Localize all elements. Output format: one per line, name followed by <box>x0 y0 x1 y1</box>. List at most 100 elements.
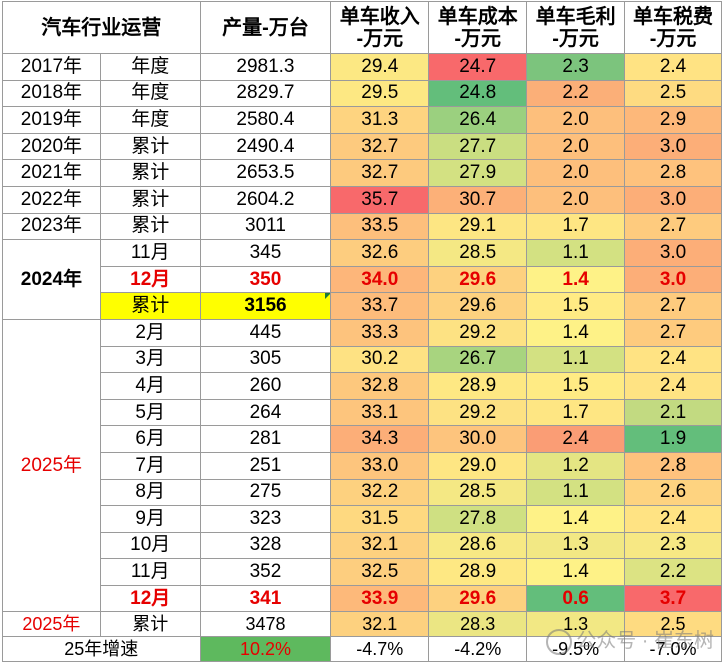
margin-cell: 2.2 <box>526 79 626 108</box>
margin-cell: 1.7 <box>526 212 626 241</box>
period-cell: 11月 <box>99 558 201 586</box>
cost-cell: 29.6 <box>428 584 528 613</box>
margin-cell: 2.0 <box>526 159 626 187</box>
tax-cell: 2.7 <box>624 292 722 320</box>
margin-cell: 1.1 <box>526 478 626 507</box>
year-cell: 2019年 <box>2 106 101 134</box>
margin-cell: 1.4 <box>526 558 626 586</box>
rev-cell: 33.9 <box>330 584 430 613</box>
table-row: 11月 352 32.5 28.9 1.4 2.2 <box>3 558 722 586</box>
margin-cell: 2.0 <box>526 106 626 134</box>
rev-cell: 33.1 <box>330 398 430 427</box>
tax-cell: 2.1 <box>624 398 722 427</box>
tax-cell: 2.7 <box>624 212 722 241</box>
margin-cell: 1.4 <box>526 265 626 294</box>
cost-cell: 26.4 <box>428 106 528 134</box>
cost-cell: 30.0 <box>428 425 528 453</box>
rev-cell: 33.7 <box>330 292 430 320</box>
rev-cell: 32.1 <box>330 531 430 560</box>
header-margin: 单车毛利 -万元 <box>526 1 626 54</box>
table-row: 9月 323 31.5 27.8 1.4 2.4 <box>3 505 722 533</box>
margin-cell: 1.1 <box>526 239 626 267</box>
cost-cell: 24.7 <box>428 53 528 81</box>
rev-cell: 30.2 <box>330 345 430 374</box>
period-cell: 4月 <box>99 372 201 400</box>
rev-cell: 32.7 <box>330 159 430 187</box>
margin-cell: 0.6 <box>526 584 626 613</box>
cost-cell: 28.3 <box>428 611 528 638</box>
cost-cell: 28.9 <box>428 558 528 586</box>
rev-cell: 31.5 <box>330 505 430 533</box>
table-row: 10月 328 32.1 28.6 1.3 2.3 <box>3 531 722 560</box>
year-cell: 2023年 <box>2 212 101 241</box>
year-cell: 2025年 <box>2 611 101 638</box>
margin-cell: 2.0 <box>526 132 626 161</box>
production-cell: 341 <box>199 584 332 613</box>
cost-cell: 27.8 <box>428 505 528 533</box>
period-cell: 累计 <box>99 212 201 241</box>
table-row: 2021年 累计 2653.5 32.7 27.9 2.0 2.8 <box>2 159 722 187</box>
production-cell: 350 <box>199 265 332 294</box>
rev-cell: 35.7 <box>330 185 430 214</box>
rev-cell: 34.3 <box>330 425 430 453</box>
period-cell: 3月 <box>99 345 201 374</box>
rev-cell: 32.1 <box>330 611 430 638</box>
production-cell: 2653.5 <box>199 159 332 187</box>
table-row: 12月 341 33.9 29.6 0.6 3.7 <box>3 584 722 613</box>
production-cell: 352 <box>199 558 332 586</box>
rev-cell: 32.8 <box>330 372 430 400</box>
production-cell: 2829.7 <box>199 79 332 108</box>
period-cell: 11月 <box>99 239 201 267</box>
table-row: 2025年 2月 445 33.3 29.2 1.4 2.7 <box>2 318 722 613</box>
margin-cell: 1.2 <box>526 451 626 480</box>
period-cell: 累计 <box>99 611 201 638</box>
year-cell: 2024年 <box>2 239 101 320</box>
cost-cell: 27.9 <box>428 159 528 187</box>
period-cell: 累计 <box>99 132 201 161</box>
period-cell: 6月 <box>99 425 201 453</box>
period-cell: 累计 <box>99 185 201 214</box>
header-tax: 单车税费 -万元 <box>624 1 722 54</box>
year-cell: 2025年 <box>2 318 101 613</box>
rev-cell: 33.5 <box>330 212 430 241</box>
table-row: 4月 260 32.8 28.9 1.5 2.4 <box>3 372 722 400</box>
tax-cell: 2.7 <box>624 318 722 347</box>
cost-cell: 29.1 <box>428 212 528 241</box>
rev-cell: 32.5 <box>330 558 430 586</box>
table-row: 2018年 年度 2829.7 29.5 24.8 2.2 2.5 <box>2 79 722 108</box>
period-cell: 9月 <box>99 505 201 533</box>
tax-cell: 2.5 <box>624 611 722 638</box>
tax-cell: 3.7 <box>624 584 722 613</box>
rev-cell: 32.7 <box>330 132 430 161</box>
tax-cell: 2.8 <box>624 159 722 187</box>
margin-cell: 1.5 <box>526 292 626 320</box>
table-row: 2022年 累计 2604.2 35.7 30.7 2.0 3.0 <box>2 185 722 214</box>
year-cell: 2018年 <box>2 79 101 108</box>
cost-cell: 24.8 <box>428 79 528 108</box>
production-cell: 2580.4 <box>199 106 332 134</box>
header-industry-ops: 汽车行业运营 <box>2 1 201 54</box>
tax-cell: 2.6 <box>624 478 722 507</box>
period-cell: 5月 <box>99 398 201 427</box>
rev-cell: 33.0 <box>330 451 430 480</box>
tax-cell: 2.4 <box>624 53 722 81</box>
cost-cell: 29.2 <box>428 318 528 347</box>
period-cell: 年度 <box>99 53 201 81</box>
tax-cell: 2.8 <box>624 451 722 480</box>
margin-cell: 1.4 <box>526 318 626 347</box>
rev-cell: 33.3 <box>330 318 430 347</box>
tax-cell: 1.9 <box>624 425 722 453</box>
rev-cell: 34.0 <box>330 265 430 294</box>
tax-cell: 2.9 <box>624 106 722 134</box>
production-cell: 260 <box>199 372 332 400</box>
cost-cell: 29.6 <box>428 265 528 294</box>
cost-cell: 27.7 <box>428 132 528 161</box>
tax-cell: 3.0 <box>624 239 722 267</box>
year-cell: 2021年 <box>2 159 101 187</box>
period-cell: 8月 <box>99 478 201 507</box>
header-revenue: 单车收入 -万元 <box>330 1 430 54</box>
period-cell: 10月 <box>99 531 201 560</box>
margin-cell: 1.4 <box>526 505 626 533</box>
margin-cell: 1.3 <box>526 611 626 638</box>
yoy-production: 10.2% <box>199 636 332 663</box>
